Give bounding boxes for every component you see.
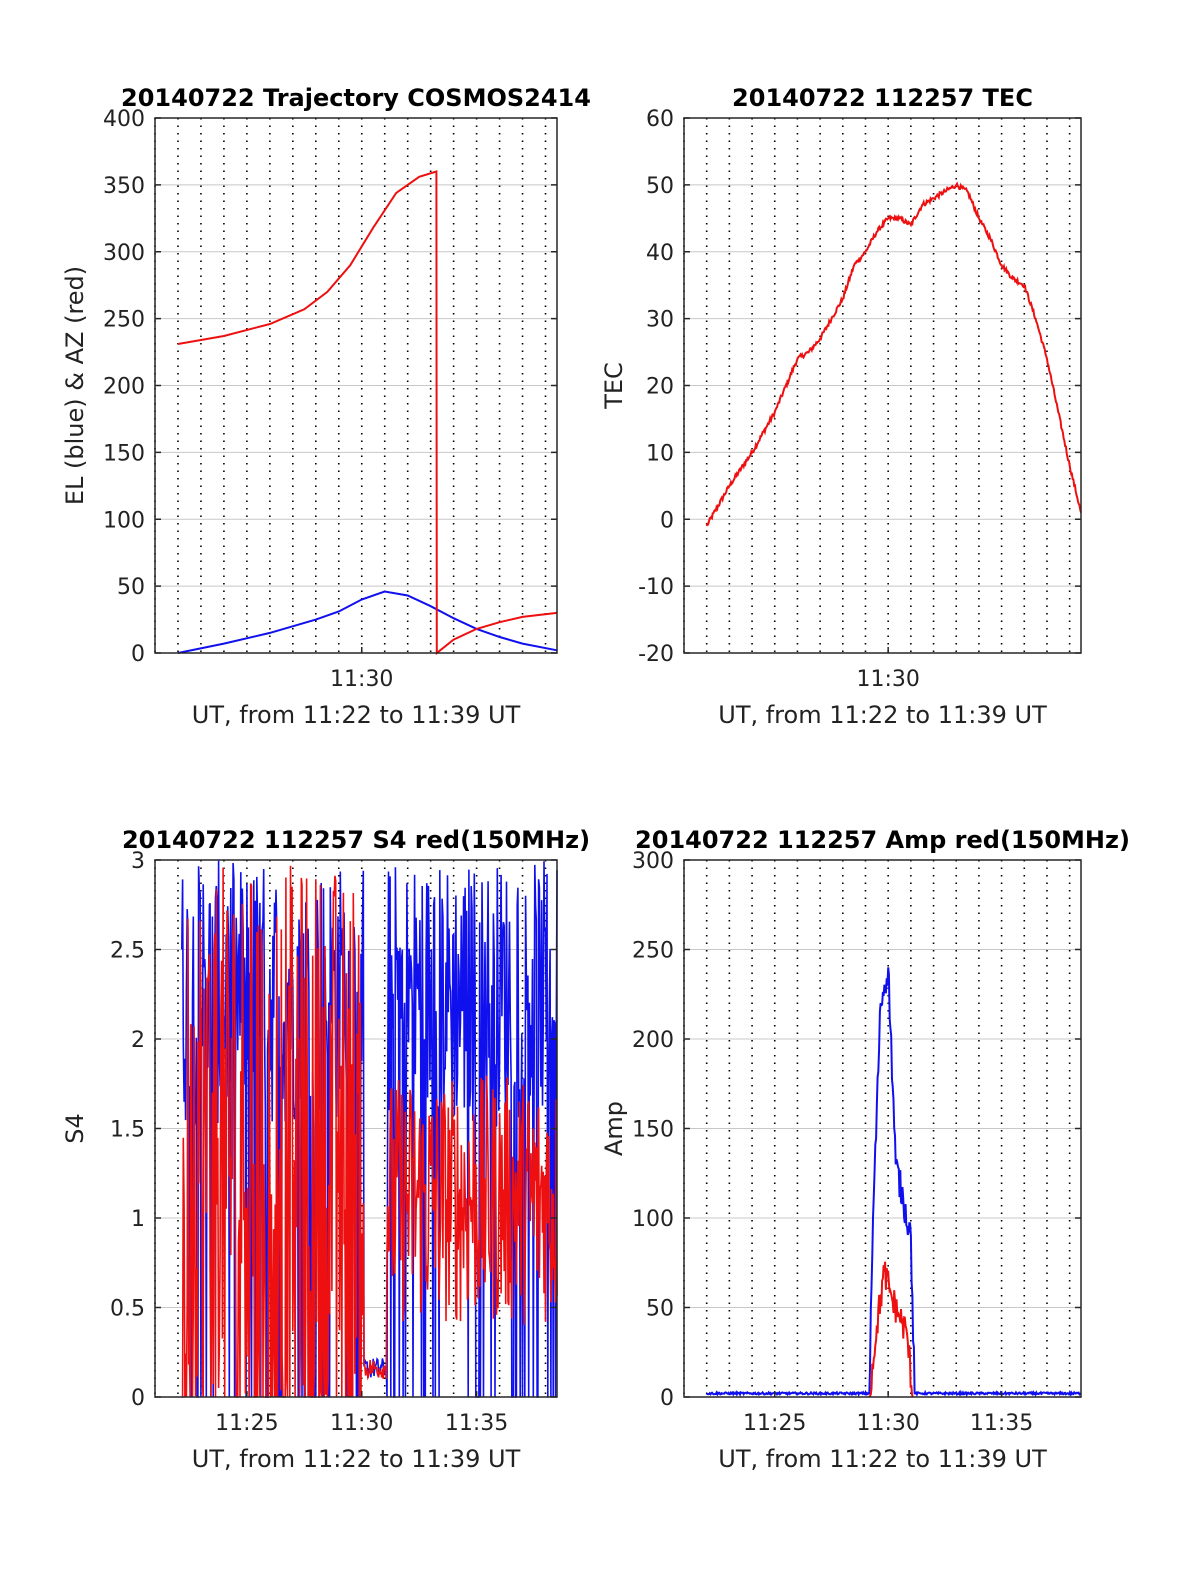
y-tick-label: 3 — [131, 849, 145, 874]
chart-1: 0 50 100 150 200 250 300 350 400 11:30 20140722 Tr… — [61, 84, 591, 729]
x-tick-label: 11:35 — [445, 1411, 508, 1436]
y-tick-label: 2.5 — [110, 939, 145, 964]
chart-2: -20 -10 0 10 20 30 40 50 60 11:30 20140722 112257 … — [600, 84, 1082, 729]
y-tick-label: 200 — [632, 1028, 674, 1053]
x-axis-label: UT, from 11:22 to 11:39 UT — [718, 701, 1047, 729]
x-axis-label: UT, from 11:22 to 11:39 UT — [192, 701, 521, 729]
y-tick-label: 30 — [646, 308, 674, 333]
chart-title: 20140722 112257 Amp red(150MHz) — [635, 826, 1130, 854]
y-tick-label: 300 — [103, 241, 145, 266]
y-tick-label: 40 — [646, 241, 674, 266]
x-tick-label: 11:30 — [856, 667, 919, 692]
y-tick-label: 50 — [117, 575, 145, 600]
x-tick-label: 11:25 — [743, 1411, 806, 1436]
y-tick-label: 200 — [103, 375, 145, 400]
y-tick-label: 300 — [632, 849, 674, 874]
y-tick-label: 100 — [632, 1207, 674, 1232]
series-line-2 — [181, 865, 558, 1398]
x-axis-label: UT, from 11:22 to 11:39 UT — [192, 1445, 521, 1473]
x-tick-label: 11:30 — [330, 667, 393, 692]
y-tick-label: 60 — [646, 107, 674, 132]
y-axis-label: EL (blue) & AZ (red) — [61, 266, 89, 505]
y-tick-label: 1.5 — [110, 1118, 145, 1143]
chart-title: 20140722 112257 S4 red(150MHz) — [122, 826, 590, 854]
x-axis-label: UT, from 11:22 to 11:39 UT — [718, 1445, 1047, 1473]
y-tick-label: 10 — [646, 441, 674, 466]
y-axis-label: S4 — [61, 1113, 89, 1144]
y-tick-label: 1 — [131, 1207, 145, 1232]
series-group — [177, 170, 558, 656]
chart-4: 0 50 100 150 200 250 300 11:25 11:30 11:35 2014072… — [600, 826, 1130, 1473]
y-tick-label: 2 — [131, 1028, 145, 1053]
chart-title: 20140722 112257 TEC — [732, 84, 1033, 112]
y-tick-label: 250 — [632, 939, 674, 964]
y-tick-label: 150 — [632, 1118, 674, 1143]
y-tick-label: 0 — [660, 508, 674, 533]
y-tick-label: 400 — [103, 107, 145, 132]
y-tick-label: -10 — [638, 575, 674, 600]
x-tick-label: 11:35 — [970, 1411, 1033, 1436]
x-tick-label: 11:30 — [856, 1411, 919, 1436]
series-line-2 — [868, 1261, 914, 1398]
y-tick-label: 50 — [646, 1297, 674, 1322]
series-line-1 — [705, 967, 1082, 1398]
y-tick-label: 350 — [103, 174, 145, 199]
series-group — [705, 967, 1082, 1398]
series-line-1 — [705, 181, 1082, 527]
series-group — [181, 860, 558, 1398]
chart-title: 20140722 Trajectory COSMOS2414 — [121, 84, 591, 112]
x-tick-label: 11:30 — [330, 1411, 393, 1436]
series-line-2 — [177, 170, 558, 656]
y-tick-label: 0.5 — [110, 1297, 145, 1322]
y-tick-label: 150 — [103, 441, 145, 466]
y-tick-label: 50 — [646, 174, 674, 199]
series-line-1 — [177, 590, 558, 654]
y-tick-label: 100 — [103, 508, 145, 533]
x-tick-label: 11:25 — [215, 1411, 278, 1436]
y-axis-label: TEC — [600, 362, 628, 410]
y-tick-label: -20 — [638, 642, 674, 667]
y-tick-label: 20 — [646, 375, 674, 400]
y-tick-label: 0 — [660, 1386, 674, 1411]
series-group — [705, 181, 1082, 527]
chart-3: 0 0.5 1 1.5 2 2.5 3 11:25 11:30 11:35 20140722 112… — [61, 826, 590, 1473]
y-axis-label: Amp — [600, 1101, 628, 1156]
y-tick-label: 0 — [131, 642, 145, 667]
y-tick-label: 250 — [103, 308, 145, 333]
y-tick-label: 0 — [131, 1386, 145, 1411]
